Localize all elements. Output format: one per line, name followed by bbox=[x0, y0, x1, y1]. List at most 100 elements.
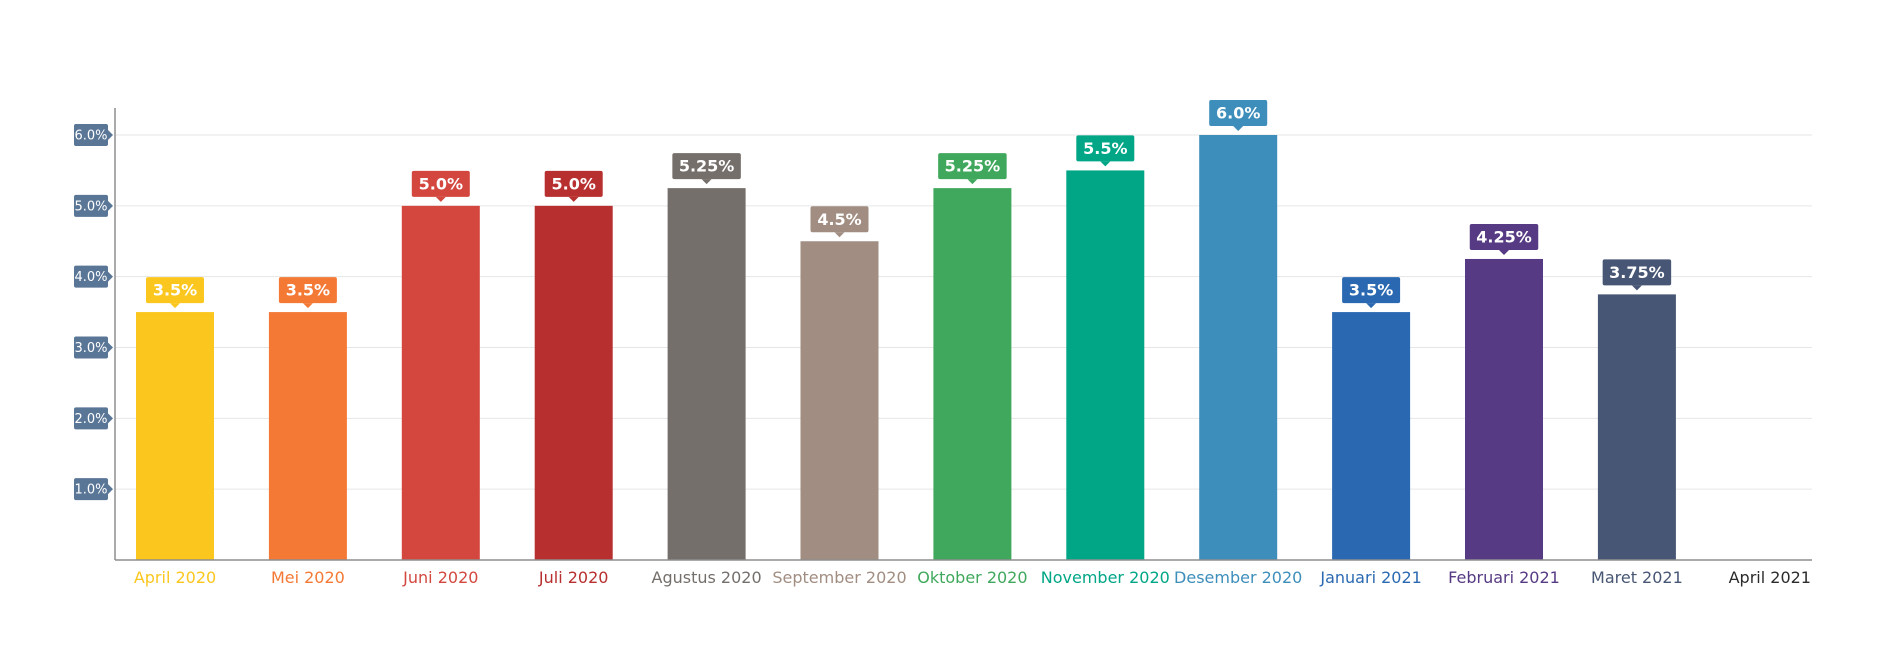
y-tick-label-pointer bbox=[108, 130, 113, 140]
bar bbox=[800, 241, 879, 560]
value-label: 5.0% bbox=[544, 170, 603, 202]
value-label-text: 3.5% bbox=[153, 281, 197, 300]
value-label-text: 4.5% bbox=[817, 210, 861, 229]
value-label-bg bbox=[1076, 135, 1135, 162]
value-label-pointer bbox=[1233, 126, 1244, 131]
x-tick-label: Juli 2020 bbox=[538, 568, 609, 587]
y-tick-label-text: 5.0% bbox=[74, 199, 107, 214]
value-label-text: 4.25% bbox=[1476, 227, 1532, 246]
y-tick-label-pointer bbox=[108, 342, 113, 353]
axes bbox=[114, 108, 1812, 561]
value-label-pointer bbox=[1100, 161, 1111, 167]
y-tick-label-text: 2.0% bbox=[74, 412, 107, 427]
y-tick-label: 5.0% bbox=[74, 194, 113, 217]
value-label: 3.5% bbox=[146, 277, 204, 309]
value-labels: 3.5% 3.5% 5.0% 5.0% 5.25% 4.5% 5.25% 5.5% 6.0% 3.… bbox=[146, 100, 1672, 309]
y-tick-label-text: 3.0% bbox=[74, 341, 107, 356]
value-label-text: 3.75% bbox=[1609, 263, 1665, 282]
bar bbox=[667, 188, 746, 560]
y-tick-label: 3.0% bbox=[74, 336, 113, 359]
value-label-bg bbox=[278, 277, 337, 304]
y-tick-label: 4.0% bbox=[74, 265, 113, 288]
value-label: 5.0% bbox=[411, 170, 470, 202]
value-label-bg bbox=[672, 153, 741, 180]
y-tick-label-bg bbox=[74, 336, 108, 359]
x-tick-label: Desember 2020 bbox=[1174, 568, 1302, 587]
value-label-bg bbox=[1602, 259, 1672, 286]
bar bbox=[401, 205, 480, 561]
value-label: 3.5% bbox=[278, 277, 337, 309]
value-label-bg bbox=[810, 206, 869, 233]
value-label-pointer bbox=[170, 303, 180, 309]
y-tick-label-pointer bbox=[108, 200, 113, 211]
value-label-bg bbox=[411, 170, 470, 197]
value-label: 5.5% bbox=[1076, 135, 1135, 167]
x-tick-label: Oktober 2020 bbox=[917, 568, 1027, 587]
x-tick-label: April 2021 bbox=[1729, 568, 1811, 587]
bar bbox=[1199, 135, 1278, 560]
value-label-pointer bbox=[834, 232, 845, 238]
x-tick-label: Januari 2021 bbox=[1319, 568, 1421, 587]
x-tick-label: September 2020 bbox=[772, 568, 906, 587]
bar bbox=[1465, 258, 1543, 560]
y-tick-label-pointer bbox=[108, 484, 113, 495]
bar bbox=[268, 312, 347, 560]
x-tick-label: Februari 2021 bbox=[1448, 568, 1560, 587]
y-tick-label: 2.0% bbox=[74, 407, 113, 430]
x-tick-label: Juni 2020 bbox=[402, 568, 478, 587]
value-label-pointer bbox=[1631, 285, 1642, 291]
y-tick-labels: 1.0% 2.0% 3.0% 4.0% 5.0% 6.0% bbox=[74, 124, 113, 501]
value-label-text: 5.0% bbox=[419, 174, 463, 193]
x-tick-labels: April 2020 Mei 2020 Juni 2020 Juli 2020 Agus… bbox=[134, 568, 1811, 587]
bars bbox=[136, 135, 1676, 561]
value-label-text: 5.25% bbox=[679, 157, 735, 176]
bar bbox=[1066, 170, 1145, 560]
value-label: 5.25% bbox=[672, 153, 741, 185]
x-tick-label: November 2020 bbox=[1041, 568, 1170, 587]
y-tick-label-text: 6.0% bbox=[74, 129, 107, 144]
value-label-pointer bbox=[967, 179, 978, 185]
value-label-text: 5.25% bbox=[945, 157, 1001, 176]
value-label-text: 3.5% bbox=[1349, 281, 1393, 300]
bar bbox=[136, 312, 214, 560]
value-label-bg bbox=[146, 277, 204, 304]
value-label-text: 3.5% bbox=[286, 281, 330, 300]
value-label-text: 5.0% bbox=[552, 174, 596, 193]
y-tick-label-bg bbox=[74, 194, 108, 217]
value-label-pointer bbox=[435, 196, 446, 202]
y-tick-label-pointer bbox=[108, 271, 113, 282]
value-label: 6.0% bbox=[1209, 100, 1268, 131]
y-tick-label: 1.0% bbox=[74, 478, 113, 501]
y-tick-label: 6.0% bbox=[74, 124, 113, 146]
value-label: 5.25% bbox=[938, 153, 1007, 185]
value-label-pointer bbox=[1499, 249, 1509, 255]
value-label: 3.5% bbox=[1342, 277, 1401, 309]
value-label-bg bbox=[1342, 277, 1401, 304]
value-label-text: 6.0% bbox=[1216, 104, 1260, 123]
x-tick-label: Agustus 2020 bbox=[652, 568, 762, 587]
value-label: 4.5% bbox=[810, 206, 869, 238]
value-label-pointer bbox=[1366, 303, 1377, 309]
value-label-bg bbox=[544, 170, 603, 197]
y-tick-label-text: 4.0% bbox=[74, 270, 107, 285]
y-tick-label-bg bbox=[74, 478, 108, 501]
value-label: 4.25% bbox=[1469, 223, 1539, 255]
y-tick-label-text: 1.0% bbox=[74, 483, 107, 498]
x-tick-label: April 2020 bbox=[134, 568, 216, 587]
y-tick-label-bg bbox=[74, 407, 108, 430]
value-label-bg bbox=[938, 153, 1007, 180]
y-tick-label-bg bbox=[74, 124, 108, 146]
bar bbox=[933, 188, 1012, 560]
value-label-bg bbox=[1209, 100, 1268, 126]
bar bbox=[1597, 294, 1676, 560]
value-label-pointer bbox=[568, 196, 579, 202]
value-label-bg bbox=[1469, 223, 1539, 250]
bar bbox=[1332, 312, 1411, 560]
bar bbox=[534, 205, 613, 561]
x-tick-label: Mei 2020 bbox=[271, 568, 345, 587]
value-label-pointer bbox=[302, 303, 313, 309]
y-tick-label-bg bbox=[74, 265, 108, 288]
x-tick-label: Maret 2021 bbox=[1591, 568, 1683, 587]
value-label: 3.75% bbox=[1602, 259, 1672, 291]
